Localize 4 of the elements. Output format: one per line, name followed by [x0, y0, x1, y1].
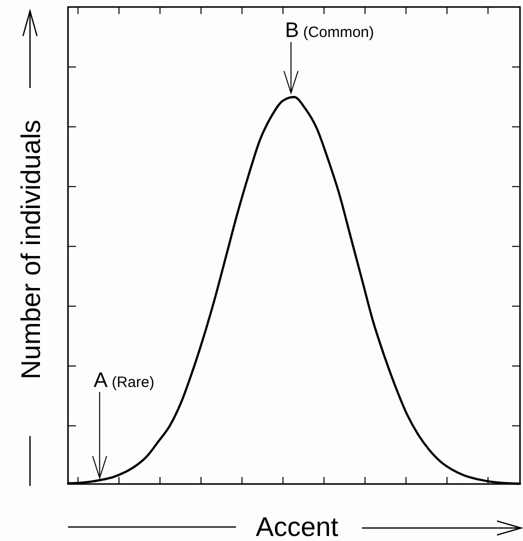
- x-axis-title: Accent: [256, 512, 339, 541]
- text: B (Common): [285, 19, 374, 42]
- y-axis-title: Number of individuals: [16, 120, 46, 380]
- annotation: A (Rare): [94, 369, 154, 392]
